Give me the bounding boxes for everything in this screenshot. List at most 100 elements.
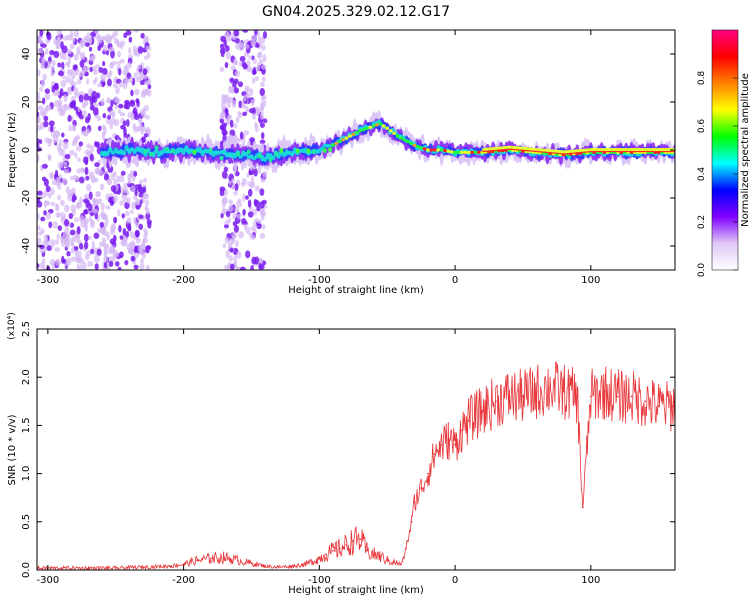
ridge-strong	[532, 147, 535, 151]
noise-speckle	[89, 104, 95, 111]
noise-speckle	[239, 131, 244, 140]
noise-speckle	[37, 231, 43, 236]
ridge-strong	[616, 150, 619, 153]
ridge-core	[351, 132, 356, 136]
noise-speckle	[251, 256, 257, 265]
noise-speckle	[250, 38, 256, 47]
noise-speckle	[135, 98, 140, 104]
noise-speckle	[37, 95, 41, 102]
snr-point	[402, 557, 405, 560]
ridge-strong	[661, 150, 664, 153]
noise-speckle	[120, 170, 126, 176]
ridge-strong	[594, 148, 597, 152]
noise-speckle	[90, 248, 95, 254]
noise-speckle	[95, 141, 101, 148]
noise-speckle	[65, 242, 70, 249]
noise-speckle	[256, 206, 261, 212]
noise-speckle	[243, 162, 247, 169]
noise-speckle	[91, 197, 97, 204]
ridge-strong	[521, 149, 524, 151]
noise-speckle	[248, 169, 253, 176]
noise-speckle	[142, 107, 146, 114]
ridge-strong	[529, 150, 532, 152]
noise-speckle	[117, 60, 121, 66]
ridge-core	[149, 152, 154, 157]
noise-speckle	[258, 262, 263, 270]
ridge-strong	[636, 150, 639, 153]
ridge-strong	[657, 148, 659, 152]
noise-speckle	[98, 66, 104, 73]
noise-speckle	[100, 202, 105, 211]
ridge-strong	[501, 149, 503, 151]
ridge-strong	[635, 150, 638, 153]
ridge-strong	[491, 150, 494, 152]
ridge-core	[412, 143, 417, 147]
noise-speckle	[122, 120, 127, 127]
colorbar-tick-label: 0.0	[697, 263, 707, 278]
noise-speckle	[43, 115, 49, 122]
figure-title: GN04.2025.329.02.12.G17	[262, 4, 450, 20]
noise-speckle	[75, 145, 82, 152]
ridge-strong	[646, 148, 649, 152]
noise-speckle	[228, 255, 234, 262]
noise-speckle	[87, 235, 92, 241]
noise-speckle	[93, 107, 99, 116]
colorbar-scale	[711, 29, 739, 271]
noise-speckle	[37, 106, 41, 112]
ridge-strong	[586, 151, 589, 153]
ridge-strong	[567, 150, 570, 154]
noise-speckle	[133, 264, 139, 270]
ridge-strong	[487, 150, 490, 152]
noise-speckle	[130, 185, 136, 193]
noise-speckle	[142, 68, 148, 76]
ridge-core	[477, 150, 481, 154]
ridge-strong	[623, 150, 626, 153]
ridge-strong	[664, 148, 666, 152]
noise-speckle	[112, 83, 119, 88]
noise-speckle	[44, 48, 49, 56]
noise-speckle	[130, 201, 137, 210]
noise-speckle	[117, 68, 122, 76]
ridge-strong	[533, 150, 536, 152]
noise-speckle	[119, 112, 126, 117]
noise-speckle	[55, 258, 61, 266]
noise-speckle	[37, 47, 43, 56]
noise-speckle	[75, 202, 81, 209]
snr-point	[467, 419, 470, 422]
noise-speckle	[121, 186, 128, 194]
ridge-strong	[588, 148, 590, 152]
noise-speckle	[71, 100, 77, 108]
ridge-strong	[524, 149, 526, 152]
noise-speckle	[130, 89, 134, 97]
ridge-core	[375, 123, 379, 127]
snr-point	[393, 561, 395, 564]
ridge-strong	[604, 150, 607, 153]
noise-speckle	[89, 153, 94, 162]
noise-speckle	[40, 62, 46, 70]
ridge-strong	[574, 149, 577, 153]
noise-speckle	[233, 123, 238, 129]
noise-speckle	[254, 199, 260, 208]
noise-speckle	[139, 71, 144, 78]
noise-speckle	[133, 245, 138, 254]
snr-point	[196, 559, 199, 562]
noise-speckle	[109, 61, 114, 69]
noise-speckle	[55, 203, 59, 211]
noise-speckle	[233, 78, 239, 85]
noise-speckle	[45, 185, 51, 193]
ridge-strong	[558, 152, 560, 155]
noise-speckle	[95, 92, 101, 99]
snr-point	[345, 544, 348, 546]
noise-speckle	[127, 111, 132, 119]
ridge-strong	[531, 150, 533, 152]
ridge-strong	[502, 149, 505, 151]
noise-speckle	[106, 178, 113, 186]
noise-speckle	[103, 250, 108, 258]
noise-speckle	[97, 35, 103, 44]
noise-speckle	[55, 40, 60, 49]
snr-point	[440, 443, 443, 446]
noise-speckle	[71, 140, 77, 147]
noise-speckle	[126, 61, 132, 69]
ridge-core	[388, 129, 393, 133]
ridge-strong	[673, 150, 675, 153]
